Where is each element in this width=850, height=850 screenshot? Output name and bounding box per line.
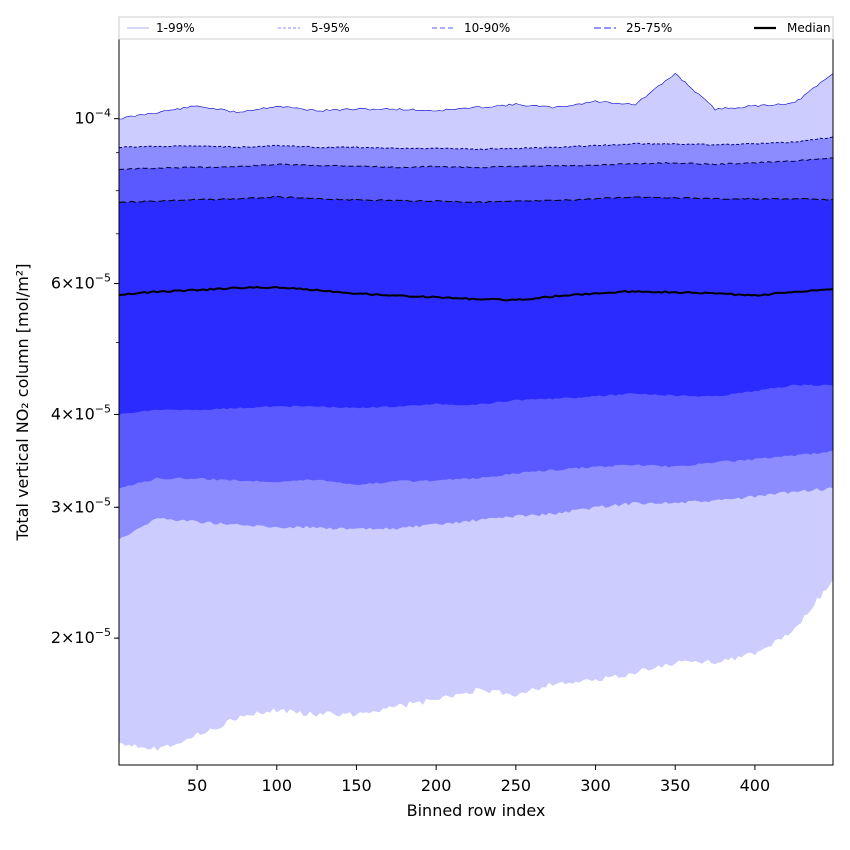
x-axis-ticks: 50 100 150 200 250 300 350 400 — [187, 765, 770, 795]
y-axis-ticks: 10−4 6×10−5 4×10−5 3×10−5 2×10−5 — [51, 107, 119, 647]
y-tick-label: 3×10−5 — [51, 495, 111, 516]
y-tick-label: 6×10−5 — [51, 272, 111, 293]
x-tick-label: 400 — [740, 776, 771, 795]
legend-box — [118, 16, 834, 40]
x-tick-label: 250 — [501, 776, 532, 795]
legend: 1-99% 5-95% 10-90% 25-75% Median — [118, 16, 834, 40]
x-axis-label: Binned row index — [407, 801, 546, 820]
band-25-75pct — [119, 196, 833, 415]
median-line — [118, 285, 834, 302]
x-tick-label: 200 — [421, 776, 452, 795]
legend-label: 25-75% — [626, 21, 672, 35]
y-axis-label: Total vertical NO₂ column [mol/m²] — [13, 264, 32, 542]
band-edge-5-95pct — [118, 136, 834, 151]
y-tick-label: 2×10−5 — [51, 626, 111, 647]
band-edge-lines — [118, 72, 834, 204]
y-tick-label: 10−4 — [74, 107, 111, 128]
band-edge-10-90pct — [118, 157, 834, 171]
median-series — [118, 285, 834, 302]
x-tick-label: 50 — [187, 776, 207, 795]
x-tick-label: 100 — [262, 776, 293, 795]
legend-label: 5-95% — [311, 21, 350, 35]
y-tick-label: 4×10−5 — [51, 402, 111, 423]
legend-label: 1-99% — [156, 21, 195, 35]
band-edge-1-99pct — [119, 72, 834, 120]
percentile-bands — [119, 73, 833, 751]
band-edge-25-75pct — [118, 195, 834, 204]
x-tick-label: 300 — [580, 776, 611, 795]
legend-label: 10-90% — [464, 21, 510, 35]
x-tick-label: 350 — [660, 776, 691, 795]
x-tick-label: 150 — [341, 776, 372, 795]
legend-label: Median — [787, 21, 831, 35]
